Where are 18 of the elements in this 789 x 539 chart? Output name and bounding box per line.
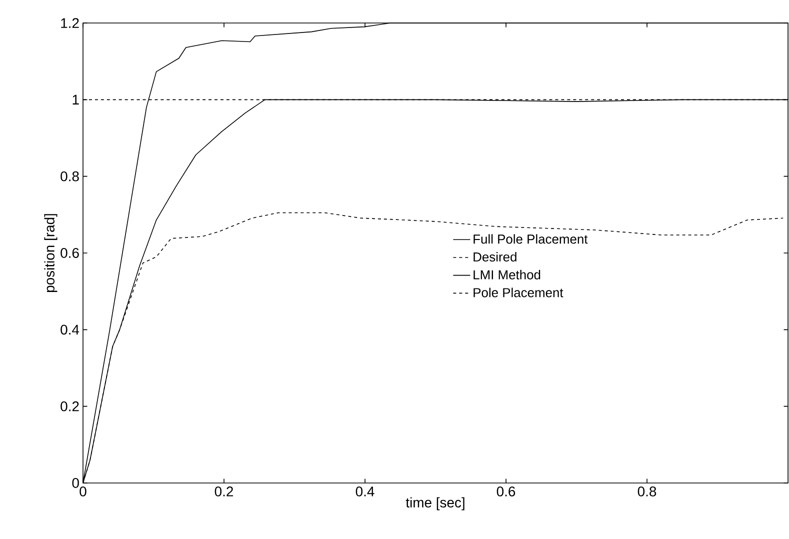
- y-tick-label: 0.8: [60, 171, 79, 182]
- legend-label: Desired: [474, 252, 516, 262]
- x-tick-label: 0.6: [496, 486, 516, 496]
- y-tick-label: 1.2: [61, 18, 79, 28]
- y-tick-label: 1: [72, 94, 79, 104]
- x-tick-label: 0.2: [214, 486, 234, 496]
- y-tick-label: 0.4: [60, 324, 80, 335]
- legend-label: Full Pole Placement: [474, 234, 588, 244]
- legend-label: LMI Method: [474, 270, 540, 280]
- x-axis-title: time [sec]: [406, 497, 464, 510]
- x-tick-label: 0.8: [638, 486, 656, 496]
- y-axis-title: position [rad]: [44, 214, 58, 292]
- y-tick-label: 0.2: [60, 401, 79, 412]
- legend-label: Pole Placement: [474, 288, 564, 298]
- x-tick-label: 0: [80, 486, 86, 496]
- x-tick-label: 0.4: [356, 486, 374, 496]
- y-tick-label: 0: [72, 478, 79, 488]
- y-tick-label: 0.6: [60, 248, 79, 258]
